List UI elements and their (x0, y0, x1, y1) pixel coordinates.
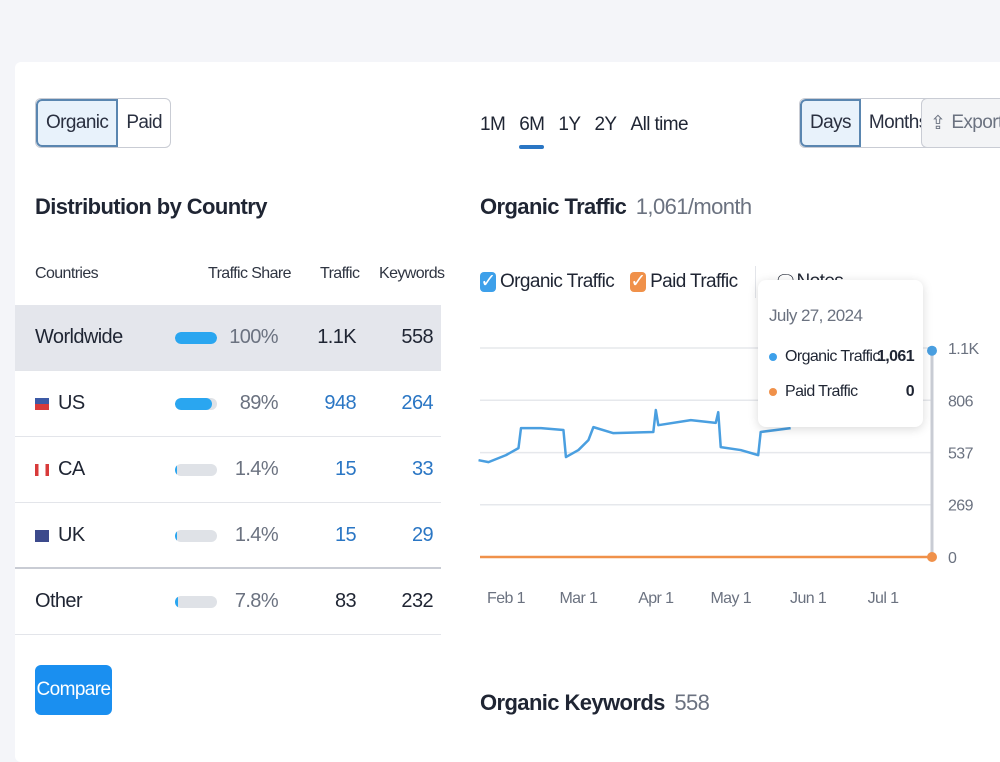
table-row[interactable]: Worldwide 100% 1.1K 558 (15, 305, 441, 371)
x-tick-label: May 1 (710, 590, 751, 607)
organic-traffic-header: Organic Traffic 1,061/month (480, 194, 752, 220)
paid-highlight-point (927, 552, 937, 562)
traffic-type-toggle: Organic Paid (35, 98, 171, 148)
traffic-share-bar (175, 398, 217, 410)
compare-button[interactable]: Compare (35, 665, 112, 715)
table-row[interactable]: US 89% 948 264 (15, 371, 441, 437)
months-toggle[interactable]: Months (868, 112, 928, 133)
y-tick-label: 269 (948, 498, 974, 515)
table-row[interactable]: CA 1.4% 15 33 (15, 437, 441, 503)
x-tick-label: Jul 1 (868, 590, 899, 607)
organic-traffic-line (478, 408, 791, 464)
organic-highlight-point (927, 345, 937, 356)
country-name: Other (35, 590, 83, 612)
traffic-share-bar (175, 464, 217, 476)
distribution-title: Distribution by Country (35, 194, 267, 219)
traffic-share: 89% (239, 392, 279, 414)
organic-checkbox[interactable]: ✓ (480, 271, 496, 292)
tooltip-organic: Organic Traffic 1,061 (769, 348, 915, 366)
date-range-tabs: 1M 6M 1Y 2Y All time (480, 114, 702, 136)
col-countries: Countries (35, 265, 99, 282)
organic-traffic-chart: 0 269 537 806 1.1K Feb 1 Mar 1 Apr 1 May 1 Jun 1 J… (478, 341, 980, 607)
legend-organic[interactable]: Organic Traffic (500, 271, 615, 292)
traffic-share: 7.8% (234, 590, 279, 612)
legend-paid[interactable]: Paid Traffic (650, 271, 738, 292)
organic-traffic-title: Organic Traffic (480, 194, 627, 219)
traffic-share-bar (175, 332, 217, 344)
organic-traffic-value: 1,061/month (635, 194, 752, 219)
days-toggle[interactable]: Days (800, 99, 861, 147)
tooltip-paid-label: Paid Traffic (785, 383, 858, 400)
export-button[interactable]: ⇪ Export (921, 98, 1000, 148)
paid-toggle[interactable]: Paid (126, 112, 162, 133)
y-tick-label: 0 (948, 550, 957, 567)
table-row[interactable]: UK 1.4% 15 29 (15, 503, 441, 569)
us-flag-icon (35, 398, 49, 410)
x-tick-label: Mar 1 (559, 590, 598, 607)
keywords-value: 558 (401, 326, 433, 348)
organic-keywords-value: 558 (674, 690, 710, 715)
y-tick-label: 537 (948, 446, 974, 463)
tooltip-organic-value: 1,061 (876, 348, 915, 365)
col-traffic: Traffic (320, 265, 360, 282)
keywords-value[interactable]: 29 (411, 524, 434, 546)
export-icon: ⇪ (930, 112, 946, 134)
x-tick-label: Jun 1 (790, 590, 827, 607)
traffic-value[interactable]: 948 (324, 392, 356, 414)
traffic-value: 1.1K (317, 326, 356, 348)
traffic-share-bar (175, 530, 217, 542)
organic-keywords-header: Organic Keywords 558 (480, 690, 710, 716)
range-all-time[interactable]: All time (630, 114, 689, 135)
keywords-value[interactable]: 33 (411, 458, 434, 480)
y-tick-label: 1.1K (948, 341, 979, 358)
tooltip-date: July 27, 2024 (769, 306, 863, 325)
table-row[interactable]: Other 7.8% 83 232 (15, 569, 441, 635)
uk-flag-icon (35, 530, 49, 542)
range-6m[interactable]: 6M (519, 114, 545, 135)
x-tick-label: Apr 1 (638, 590, 674, 607)
tooltip-paid: Paid Traffic 0 (769, 383, 915, 401)
range-1y[interactable]: 1Y (558, 114, 581, 135)
country-name[interactable]: CA (58, 458, 85, 480)
col-keywords: Keywords (379, 265, 445, 282)
granularity-toggle: Days Months (799, 98, 937, 148)
traffic-share: 100% (229, 326, 278, 348)
chart-tooltip: July 27, 2024 Organic Traffic 1,061 Paid … (758, 280, 923, 427)
organic-keywords-title: Organic Keywords (480, 690, 665, 715)
organic-toggle[interactable]: Organic (36, 99, 119, 147)
tooltip-organic-label: Organic Traffic (785, 348, 880, 365)
traffic-value[interactable]: 15 (334, 524, 357, 546)
keywords-value: 232 (401, 590, 433, 612)
country-name[interactable]: UK (58, 524, 85, 546)
paid-checkbox[interactable]: ✓ (630, 271, 646, 292)
traffic-share-bar (175, 596, 217, 608)
country-name[interactable]: US (58, 392, 85, 414)
country-name: Worldwide (35, 326, 123, 348)
tooltip-paid-value: 0 (905, 383, 915, 400)
export-label: Export (951, 112, 1000, 133)
traffic-share: 1.4% (234, 458, 279, 480)
traffic-share: 1.4% (234, 524, 279, 546)
traffic-value: 83 (334, 590, 357, 612)
ca-flag-icon (35, 464, 49, 476)
keywords-value[interactable]: 264 (401, 392, 433, 414)
range-2y[interactable]: 2Y (594, 114, 617, 135)
col-traffic-share: Traffic Share (208, 265, 292, 282)
y-tick-label: 806 (948, 393, 974, 410)
legend-divider (755, 266, 757, 298)
range-1m[interactable]: 1M (480, 114, 506, 135)
traffic-value[interactable]: 15 (334, 458, 357, 480)
x-tick-label: Feb 1 (487, 590, 526, 607)
